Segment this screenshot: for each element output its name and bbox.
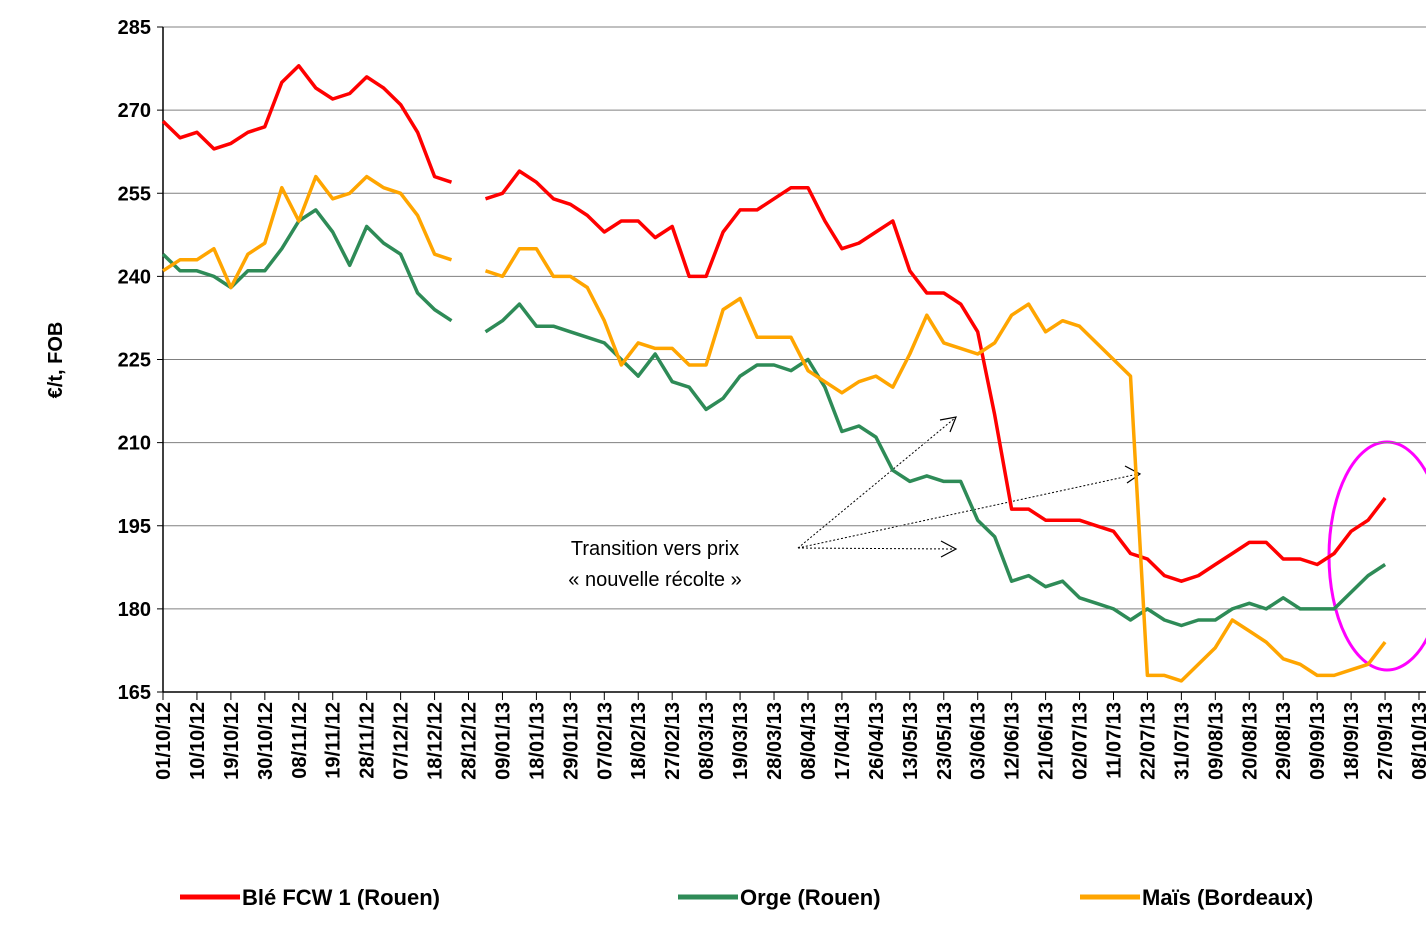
x-tick-label: 10/10/12 [187,702,209,780]
highlight-ellipse [1327,440,1426,672]
series-line [162,174,1387,683]
x-tick-label: 13/05/13 [900,702,922,780]
x-tick-label: 29/01/13 [560,702,582,780]
x-tick-label: 09/09/13 [1307,702,1329,780]
x-tick-label: 08/10/13 [1409,702,1426,780]
y-tick-label: 165 [118,682,151,704]
series-line [161,208,1387,628]
y-tick-label: 210 [118,433,151,455]
y-tick-label: 195 [118,516,151,538]
y-tick-label: 180 [118,599,151,621]
y-axis-label: €/t, FOB [45,322,67,399]
y-tick-label: 240 [118,266,151,288]
legend-label: Blé FCW 1 (Rouen) [242,885,440,910]
annotation: Transition vers prix [571,538,739,560]
x-tick-label: 19/11/12 [323,702,345,779]
x-tick-label: 28/11/12 [357,702,379,779]
x-tick-label: 18/12/12 [425,702,447,780]
x-tick-label: 29/08/13 [1273,702,1295,780]
y-tick-label: 225 [118,350,151,372]
x-tick-label: 28/12/12 [459,702,481,780]
x-tick-label: 02/07/13 [1070,702,1092,780]
x-tick-label: 18/09/13 [1341,702,1363,780]
x-tick-label: 12/06/13 [1002,702,1024,780]
y-tick-label: 255 [118,183,151,205]
x-tick-label: 31/07/13 [1171,702,1193,780]
x-tick-label: 08/04/13 [798,702,820,780]
legend-label: Maïs (Bordeaux) [1142,885,1313,910]
arrow-heads [939,416,1142,558]
x-tick-label: 26/04/13 [866,702,888,780]
x-tick-label: 08/11/12 [289,702,311,779]
x-tick-label: 08/03/13 [696,702,718,780]
x-tick-label: 18/02/13 [628,702,650,780]
series-line [161,64,1387,583]
x-tick-label: 21/06/13 [1036,702,1058,780]
legend-label: Orge (Rouen) [740,885,881,910]
x-tick-label: 01/10/12 [153,702,175,780]
y-tick-label: 270 [118,100,151,122]
x-tick-label: 28/03/13 [764,702,786,780]
x-tick-label: 07/12/12 [391,702,413,780]
annotation: « nouvelle récolte » [568,569,741,591]
x-tick-label: 22/07/13 [1137,702,1159,780]
y-tick-label: 285 [118,17,151,39]
x-tick-label: 07/02/13 [594,702,616,780]
x-tick-label: 09/01/13 [492,702,514,780]
x-tick-label: 30/10/12 [255,702,277,780]
x-tick-label: 23/05/13 [934,702,956,780]
x-tick-label: 27/09/13 [1375,702,1397,780]
x-tick-label: 11/07/13 [1103,702,1125,779]
x-tick-label: 19/03/13 [730,702,752,780]
x-tick-label: 27/02/13 [662,702,684,780]
x-tick-label: 17/04/13 [832,702,854,780]
annotation-arrows [797,417,1139,550]
x-tick-label: 09/08/13 [1205,702,1227,780]
x-tick-label: 18/01/13 [526,702,548,780]
x-tick-label: 19/10/12 [221,702,243,780]
x-tick-label: 20/08/13 [1239,702,1261,780]
x-tick-label: 03/06/13 [968,702,990,780]
